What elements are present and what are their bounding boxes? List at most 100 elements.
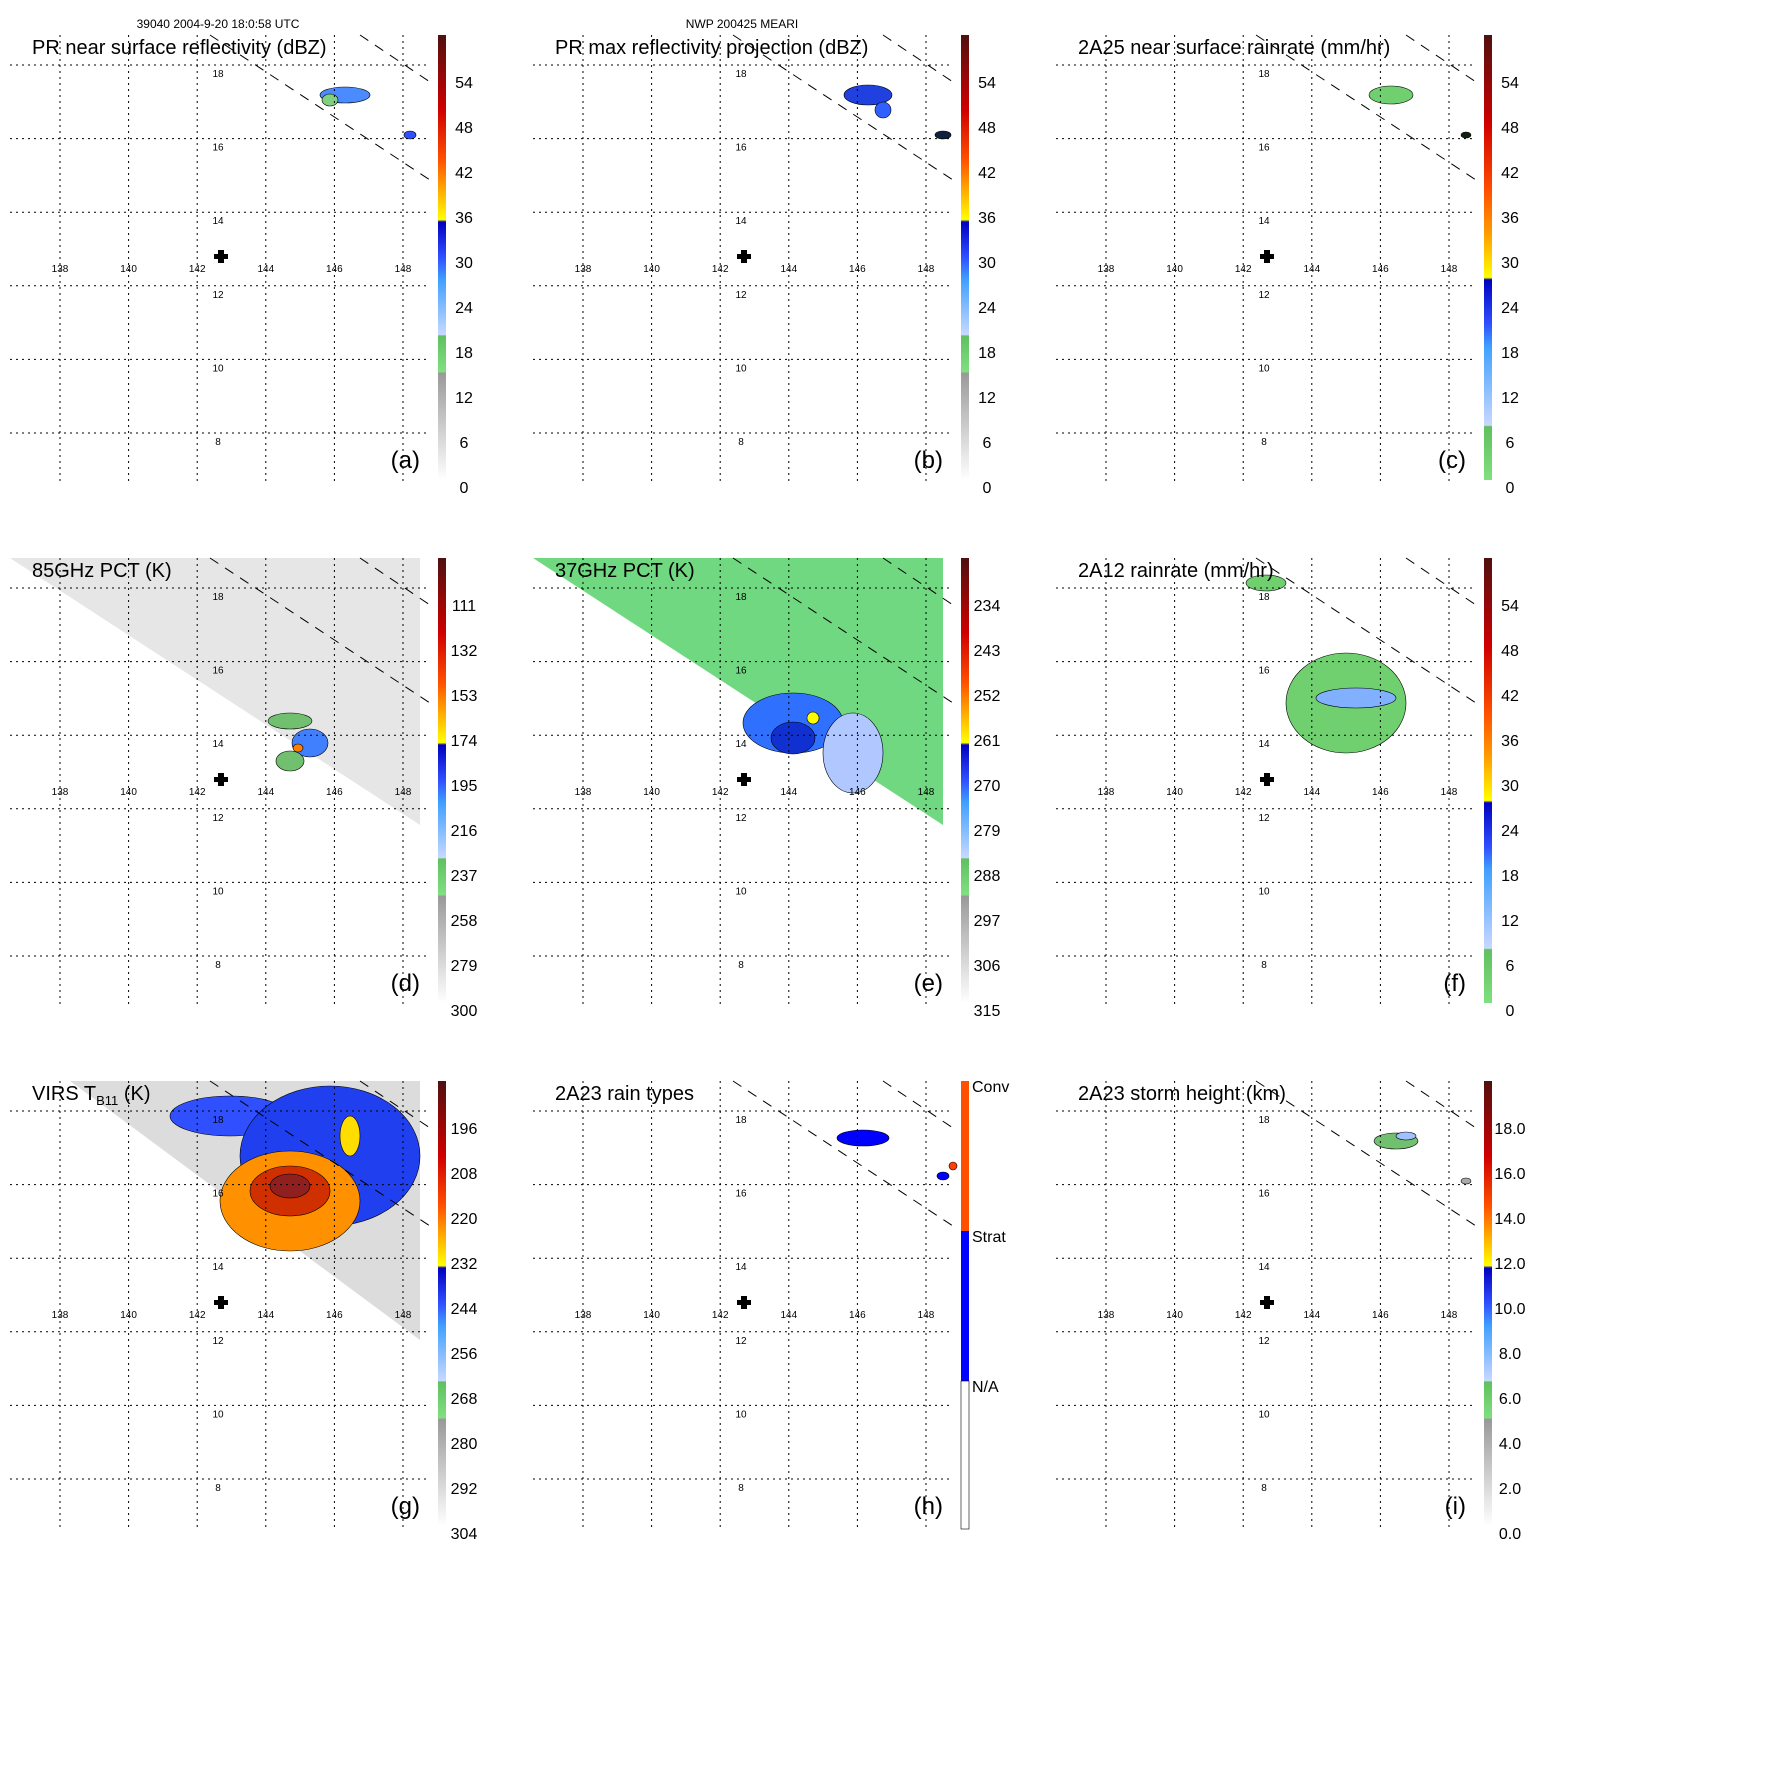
panel-letter: (i) xyxy=(1445,1493,1466,1520)
colorbar-tick-label: 18 xyxy=(978,345,996,362)
colorbar-tick-label: 36 xyxy=(978,210,996,227)
lat-tick-label: 16 xyxy=(1258,1189,1270,1200)
colorbar-tick-label: 279 xyxy=(974,823,1001,840)
colorbar-tick-label: 18 xyxy=(455,345,473,362)
swath-edge-line xyxy=(882,1080,954,1129)
lat-tick-label: 12 xyxy=(735,1336,747,1347)
lon-tick-label: 146 xyxy=(849,1310,866,1321)
lat-tick-label: 8 xyxy=(215,960,221,971)
swath-edge-line xyxy=(732,34,954,181)
lat-tick-label: 8 xyxy=(1261,1483,1267,1494)
lat-tick-label: 12 xyxy=(212,290,224,301)
precip-feature xyxy=(1315,687,1397,709)
lon-tick-label: 148 xyxy=(395,1310,412,1321)
lat-tick-label: 10 xyxy=(735,1409,747,1420)
colorbar-tick-label: 252 xyxy=(974,688,1001,705)
lat-tick-label: 16 xyxy=(1258,143,1270,154)
colorbar-tick-label: Conv xyxy=(972,1079,1009,1096)
colorbar-tick-label: 6 xyxy=(1506,435,1515,452)
panel-a: 138 140 142 144 146 148 18 16 14 12 10 8 PR near sur… xyxy=(10,34,473,497)
colorbar-tick-label: 54 xyxy=(1501,598,1519,615)
colorbar-tick-label: 0 xyxy=(1506,1003,1515,1020)
colorbar-tick-label: 12 xyxy=(1501,390,1519,407)
colorbar: 0 6 12 18 24 30 36 42 48 54 xyxy=(1484,558,1519,1020)
colorbar-tick-label: 12.0 xyxy=(1494,1256,1525,1273)
swath-edge-line xyxy=(359,34,431,83)
storm-center-marker xyxy=(1260,773,1274,786)
colorbar-tick-label: 216 xyxy=(451,823,478,840)
lat-tick-label: 18 xyxy=(1258,1115,1270,1126)
lat-tick-label: 16 xyxy=(212,143,224,154)
lon-tick-label: 146 xyxy=(849,787,866,798)
colorbar: 0 6 12 18 24 30 36 42 48 54 xyxy=(438,35,473,497)
colorbar-tick-label: 280 xyxy=(451,1436,478,1453)
panel-title: 2A23 storm height (km) xyxy=(1078,1083,1286,1105)
orbit-time-header: 39040 2004-9-20 18:0:58 UTC xyxy=(137,17,300,31)
lat-tick-label: 16 xyxy=(212,666,224,677)
lon-tick-label: 146 xyxy=(326,787,343,798)
precip-feature xyxy=(770,721,816,755)
lat-tick-label: 16 xyxy=(1258,666,1270,677)
lat-tick-label: 8 xyxy=(738,437,744,448)
lon-tick-label: 140 xyxy=(120,1310,137,1321)
colorbar-tick-label: 306 xyxy=(974,958,1001,975)
swath-coverage xyxy=(10,558,420,825)
lat-tick-label: 18 xyxy=(1258,592,1270,603)
colorbar-tick-label: 30 xyxy=(1501,255,1519,272)
panel-letter: (a) xyxy=(391,447,420,474)
colorbar-tick-label: 315 xyxy=(974,1003,1001,1020)
swath-edge-line xyxy=(1405,557,1477,606)
precip-feature xyxy=(806,711,820,725)
lon-tick-label: 138 xyxy=(1098,264,1115,275)
lon-tick-label: 146 xyxy=(1372,787,1389,798)
lat-tick-label: 16 xyxy=(735,666,747,677)
colorbar-tick-label: N/A xyxy=(972,1379,999,1396)
storm-center-marker xyxy=(214,773,228,786)
lat-tick-label: 14 xyxy=(1258,1262,1270,1273)
lat-tick-label: 10 xyxy=(1258,363,1270,374)
lat-tick-label: 12 xyxy=(1258,813,1270,824)
colorbar: 0.0 2.0 4.0 6.0 8.0 10.0 12.0 14.0 16.0 18.0 xyxy=(1484,1081,1526,1543)
lat-tick-label: 18 xyxy=(735,69,747,80)
colorbar-tick-label: 54 xyxy=(978,75,996,92)
colorbar-tick-label: 24 xyxy=(1501,300,1519,317)
lon-tick-label: 142 xyxy=(189,787,206,798)
swath-edge-line xyxy=(1255,1080,1477,1227)
storm-center-marker xyxy=(1260,1296,1274,1309)
colorbar-tick-label: 6.0 xyxy=(1499,1391,1521,1408)
colorbar-tick-label: 220 xyxy=(451,1211,478,1228)
colorbar-tick-label: 0.0 xyxy=(1499,1526,1521,1543)
colorbar-tick-label: 208 xyxy=(451,1166,478,1183)
precip-feature xyxy=(1368,85,1414,105)
colorbar-conv xyxy=(961,1081,969,1231)
lon-tick-label: 144 xyxy=(780,787,797,798)
colorbar-tick-label: 268 xyxy=(451,1391,478,1408)
lon-tick-label: 140 xyxy=(643,1310,660,1321)
swath-edge-line xyxy=(359,1080,431,1129)
lat-tick-label: 10 xyxy=(212,886,224,897)
lat-tick-label: 12 xyxy=(1258,1336,1270,1347)
lat-tick-label: 8 xyxy=(1261,437,1267,448)
lat-tick-label: 10 xyxy=(735,886,747,897)
lat-tick-label: 14 xyxy=(212,739,224,750)
precip-feature xyxy=(275,750,305,772)
lat-tick-label: 10 xyxy=(1258,886,1270,897)
swath-edge-line xyxy=(882,34,954,83)
colorbar: 0 6 12 18 24 30 36 42 48 54 xyxy=(1484,35,1519,497)
lat-tick-label: 16 xyxy=(212,1189,224,1200)
colorbar-tick-label: 0 xyxy=(460,480,469,497)
colorbar-tick-label: 12 xyxy=(978,390,996,407)
lon-tick-label: 144 xyxy=(780,264,797,275)
swath-edge-line xyxy=(1405,34,1477,83)
lon-tick-label: 138 xyxy=(52,1310,69,1321)
lon-tick-label: 148 xyxy=(395,264,412,275)
colorbar-tick-label: 14.0 xyxy=(1494,1211,1525,1228)
colorbar-tick-label: 232 xyxy=(451,1256,478,1273)
lon-tick-label: 138 xyxy=(1098,1310,1115,1321)
lon-tick-label: 142 xyxy=(189,264,206,275)
colorbar-tick-label: 292 xyxy=(451,1481,478,1498)
panel-title: PR near surface reflectivity (dBZ) xyxy=(32,37,327,59)
colorbar-tick-label: 111 xyxy=(452,598,476,615)
colorbar-tick-label: 279 xyxy=(451,958,478,975)
lon-tick-label: 148 xyxy=(918,1310,935,1321)
